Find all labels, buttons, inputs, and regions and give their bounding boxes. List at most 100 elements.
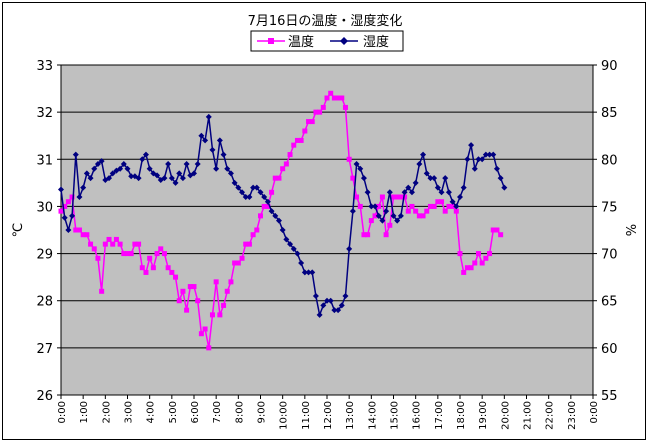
temperature-point	[394, 194, 400, 200]
humidity-point	[135, 175, 142, 182]
temperature-point	[346, 156, 352, 162]
left-axis-ticks: 26 27 28 29 30 31 32 33	[36, 59, 61, 404]
humidity-point	[383, 208, 390, 215]
temperature-point	[139, 265, 145, 271]
temperature-point	[246, 241, 252, 247]
right-tick-label: 65	[601, 295, 618, 310]
humidity-point	[449, 198, 456, 205]
temperature-point	[213, 279, 219, 285]
humidity-point	[331, 307, 338, 314]
temperature-point	[361, 232, 367, 238]
humidity-point	[106, 175, 113, 182]
temperature-point	[479, 260, 485, 266]
humidity-point	[98, 158, 105, 165]
legend-box	[250, 30, 404, 52]
temperature-point	[475, 251, 481, 257]
temperature-point	[250, 232, 256, 238]
humidity-point	[401, 189, 408, 196]
temperature-point	[313, 109, 319, 115]
x-tick-label: 20:00	[500, 401, 511, 430]
humidity-point	[272, 212, 279, 219]
temperature-point	[243, 241, 249, 247]
temperature-point	[405, 208, 411, 214]
humidity-point	[309, 269, 316, 276]
x-tick-label: 17:00	[434, 401, 445, 430]
humidity-point	[386, 189, 393, 196]
temperature-point	[195, 298, 201, 304]
humidity-point	[65, 227, 72, 233]
temperature-point	[387, 222, 393, 228]
humidity-point	[312, 293, 319, 299]
temperature-point	[158, 246, 164, 252]
temperature-point	[398, 194, 404, 200]
temperature-point	[187, 284, 193, 290]
left-tick-label: 27	[36, 342, 53, 357]
temperature-point	[365, 232, 371, 238]
temperature-point	[88, 241, 94, 247]
temperature-point	[136, 241, 142, 247]
humidity-point	[220, 151, 227, 158]
temperature-point	[154, 251, 160, 257]
temperature-point	[121, 251, 127, 257]
humidity-point	[423, 170, 430, 177]
temperature-point	[439, 199, 445, 205]
humidity-point	[353, 161, 360, 167]
temperature-point	[453, 208, 459, 214]
humidity-point	[61, 214, 68, 221]
temperature-point	[143, 269, 149, 275]
humidity-point	[216, 137, 223, 144]
humidity-point	[408, 189, 415, 196]
temperature-point	[180, 288, 186, 294]
humidity-point	[434, 184, 441, 191]
humidity-point	[242, 194, 249, 200]
temperature-point	[461, 269, 467, 275]
temperature-point	[291, 142, 297, 148]
humidity-point	[268, 208, 275, 215]
humidity-point	[349, 208, 356, 215]
humidity-point	[209, 146, 216, 153]
temperature-point	[150, 265, 156, 271]
humidity-point	[227, 170, 234, 177]
temperature-point	[62, 203, 68, 209]
x-tick-label: 8:00	[234, 401, 245, 423]
x-tick-label: 21:00	[523, 401, 534, 430]
humidity-point	[335, 307, 342, 314]
temperature-point	[339, 95, 345, 101]
humidity-point	[58, 186, 64, 193]
right-axis-label: %	[625, 224, 640, 236]
humidity-point	[80, 184, 87, 191]
temperature-point	[420, 213, 426, 219]
x-tick-label: 12:00	[323, 401, 334, 430]
humidity-point	[442, 175, 449, 182]
temperature-point	[76, 227, 82, 233]
humidity-point	[257, 189, 264, 196]
temperature-point	[184, 307, 190, 313]
humidity-point	[493, 165, 500, 172]
left-axis-label: ℃	[11, 223, 26, 238]
humidity-point	[213, 165, 220, 172]
temperature-point	[269, 189, 275, 195]
legend-label-temperature: 温度	[288, 34, 314, 50]
right-tick-label: 75	[601, 200, 618, 215]
temperature-point	[306, 119, 312, 125]
temperature-point	[294, 137, 300, 143]
temperature-point	[450, 203, 456, 209]
humidity-point	[235, 184, 242, 191]
x-tick-label: 3:00	[124, 401, 135, 423]
humidity-point	[253, 184, 260, 191]
humidity-point	[290, 245, 297, 252]
temperature-point	[258, 213, 263, 219]
temperature-point	[446, 203, 452, 209]
temperature-point	[424, 208, 430, 214]
temperature-point	[487, 251, 493, 257]
temperature-point	[191, 284, 197, 290]
humidity-point	[69, 212, 76, 219]
humidity-point	[346, 245, 353, 252]
temperature-point	[457, 251, 463, 257]
x-tick-label: 5:00	[168, 401, 179, 423]
right-tick-label: 70	[601, 248, 618, 263]
x-tick-label: 9:00	[257, 401, 268, 423]
temperature-point	[91, 246, 97, 252]
temperature-point	[354, 194, 360, 200]
humidity-point	[379, 217, 386, 224]
